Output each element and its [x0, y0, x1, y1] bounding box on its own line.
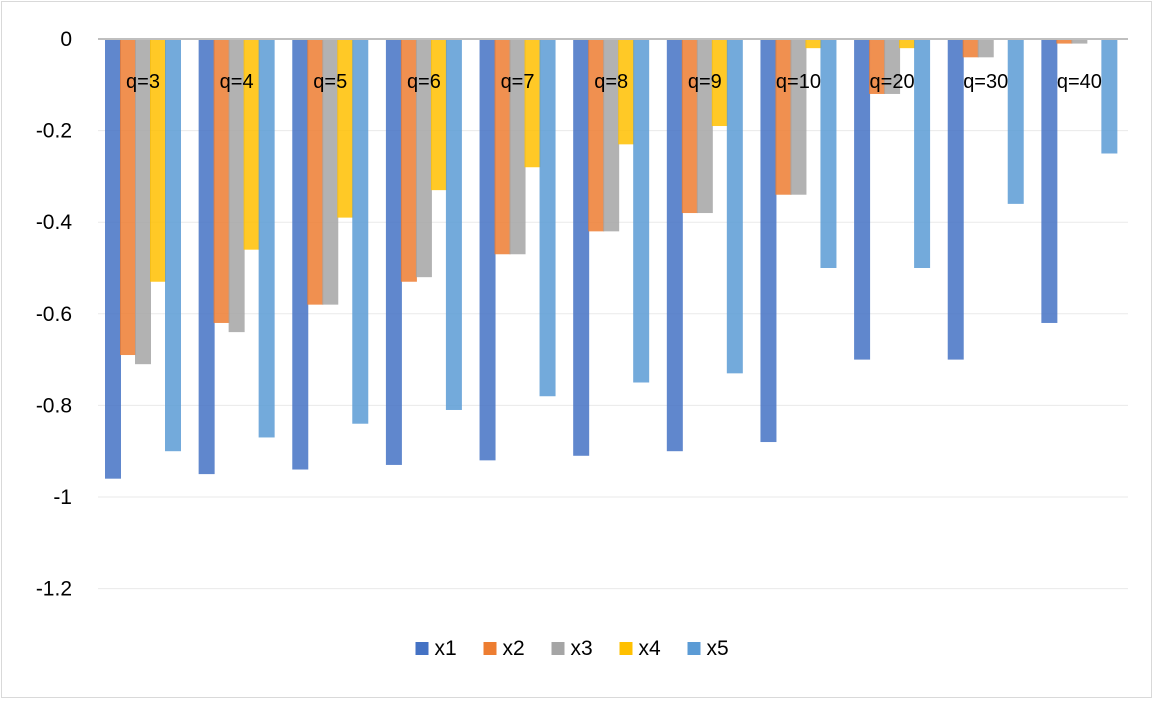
bar-x2	[681, 39, 698, 214]
legend-swatch-x4	[619, 642, 633, 655]
bar-x4	[899, 39, 916, 49]
legend: x1 x2 x3 x4 x5	[415, 637, 729, 660]
bar-x1	[573, 39, 590, 456]
bar-x4	[524, 39, 541, 168]
bar-x4	[243, 39, 260, 250]
bar-x5	[914, 39, 931, 268]
bars	[105, 39, 1118, 479]
category-label: q=30	[963, 71, 1008, 93]
bar-x1	[947, 39, 964, 360]
bar-x3	[509, 39, 526, 255]
bar-x5	[258, 39, 275, 438]
bar-x5	[1101, 39, 1118, 154]
bar-x2	[213, 39, 230, 323]
bar-x5	[352, 39, 369, 424]
bar-x4	[711, 39, 728, 127]
bar-x3	[135, 39, 151, 365]
bar-x3	[603, 39, 620, 232]
legend-swatch-x1	[415, 642, 429, 655]
category-label: q=8	[594, 71, 628, 93]
bar-x5	[539, 39, 556, 397]
bar-x2	[120, 39, 136, 356]
category-label: q=5	[313, 71, 347, 93]
bar-x3	[228, 39, 245, 333]
bar-x3	[977, 39, 994, 58]
bar-x2	[775, 39, 792, 195]
legend-label-x5: x5	[707, 637, 729, 660]
bar-x1	[666, 39, 683, 452]
bar-x1	[105, 39, 121, 479]
bar-x1	[760, 39, 777, 443]
bar-x2	[869, 39, 886, 94]
y-tick-label: -0.2	[36, 120, 72, 143]
y-tick-label: -1	[53, 486, 72, 509]
category-labels: q=3 q=4 q=5 q=6 q=7 q=8 q=9 q=10 q=20 q=30 q=40	[126, 71, 1102, 93]
bar-x3	[322, 39, 339, 305]
bar-x5	[633, 39, 650, 383]
y-tick-label: -1.2	[36, 578, 72, 601]
bar-x3	[415, 39, 432, 278]
bar-x5	[820, 39, 837, 268]
bar-x1	[198, 39, 215, 475]
category-label: q=9	[688, 71, 722, 93]
bar-x2	[1056, 39, 1073, 44]
legend-swatch-x5	[687, 642, 701, 655]
bar-x3	[790, 39, 807, 195]
bar-x4	[618, 39, 635, 145]
category-label: q=3	[126, 71, 160, 93]
bar-x5	[1007, 39, 1024, 204]
legend-label-x3: x3	[571, 637, 593, 660]
category-label: q=10	[776, 71, 821, 93]
bar-x5	[726, 39, 743, 374]
bar-x3	[1071, 39, 1088, 44]
legend-label-x4: x4	[639, 637, 662, 660]
category-label: q=40	[1057, 71, 1102, 93]
bar-x2	[307, 39, 324, 305]
legend-swatch-x2	[483, 642, 497, 655]
category-label: q=7	[501, 71, 535, 93]
bar-x1	[854, 39, 871, 360]
bar-x1	[479, 39, 496, 461]
bar-x3	[696, 39, 713, 214]
bar-x4	[150, 39, 166, 282]
bar-x5	[445, 39, 462, 410]
category-label: q=4	[220, 71, 254, 93]
bar-x2	[400, 39, 417, 282]
y-tick-labels: 0 -0.2 -0.4 -0.6 -0.8 -1 -1.2	[36, 28, 73, 601]
bar-x5	[165, 39, 181, 452]
category-label: q=20	[870, 71, 915, 93]
y-tick-label: -0.6	[36, 303, 72, 326]
y-tick-label: -0.4	[36, 211, 73, 234]
y-tick-label: -0.8	[36, 394, 72, 417]
legend-label-x1: x1	[435, 637, 457, 660]
bar-x4	[337, 39, 354, 218]
bar-x3	[884, 39, 901, 94]
legend-swatch-x3	[551, 642, 565, 655]
bar-x1	[1041, 39, 1058, 323]
bar-x4	[430, 39, 447, 191]
bar-x1	[385, 39, 402, 465]
y-tick-label: 0	[60, 28, 72, 51]
bar-x2	[588, 39, 605, 232]
bar-x4	[805, 39, 822, 49]
legend-label-x2: x2	[503, 637, 525, 660]
bar-x1	[292, 39, 309, 470]
bar-x2	[962, 39, 979, 58]
category-label: q=6	[407, 71, 441, 93]
bar-x2	[494, 39, 511, 255]
